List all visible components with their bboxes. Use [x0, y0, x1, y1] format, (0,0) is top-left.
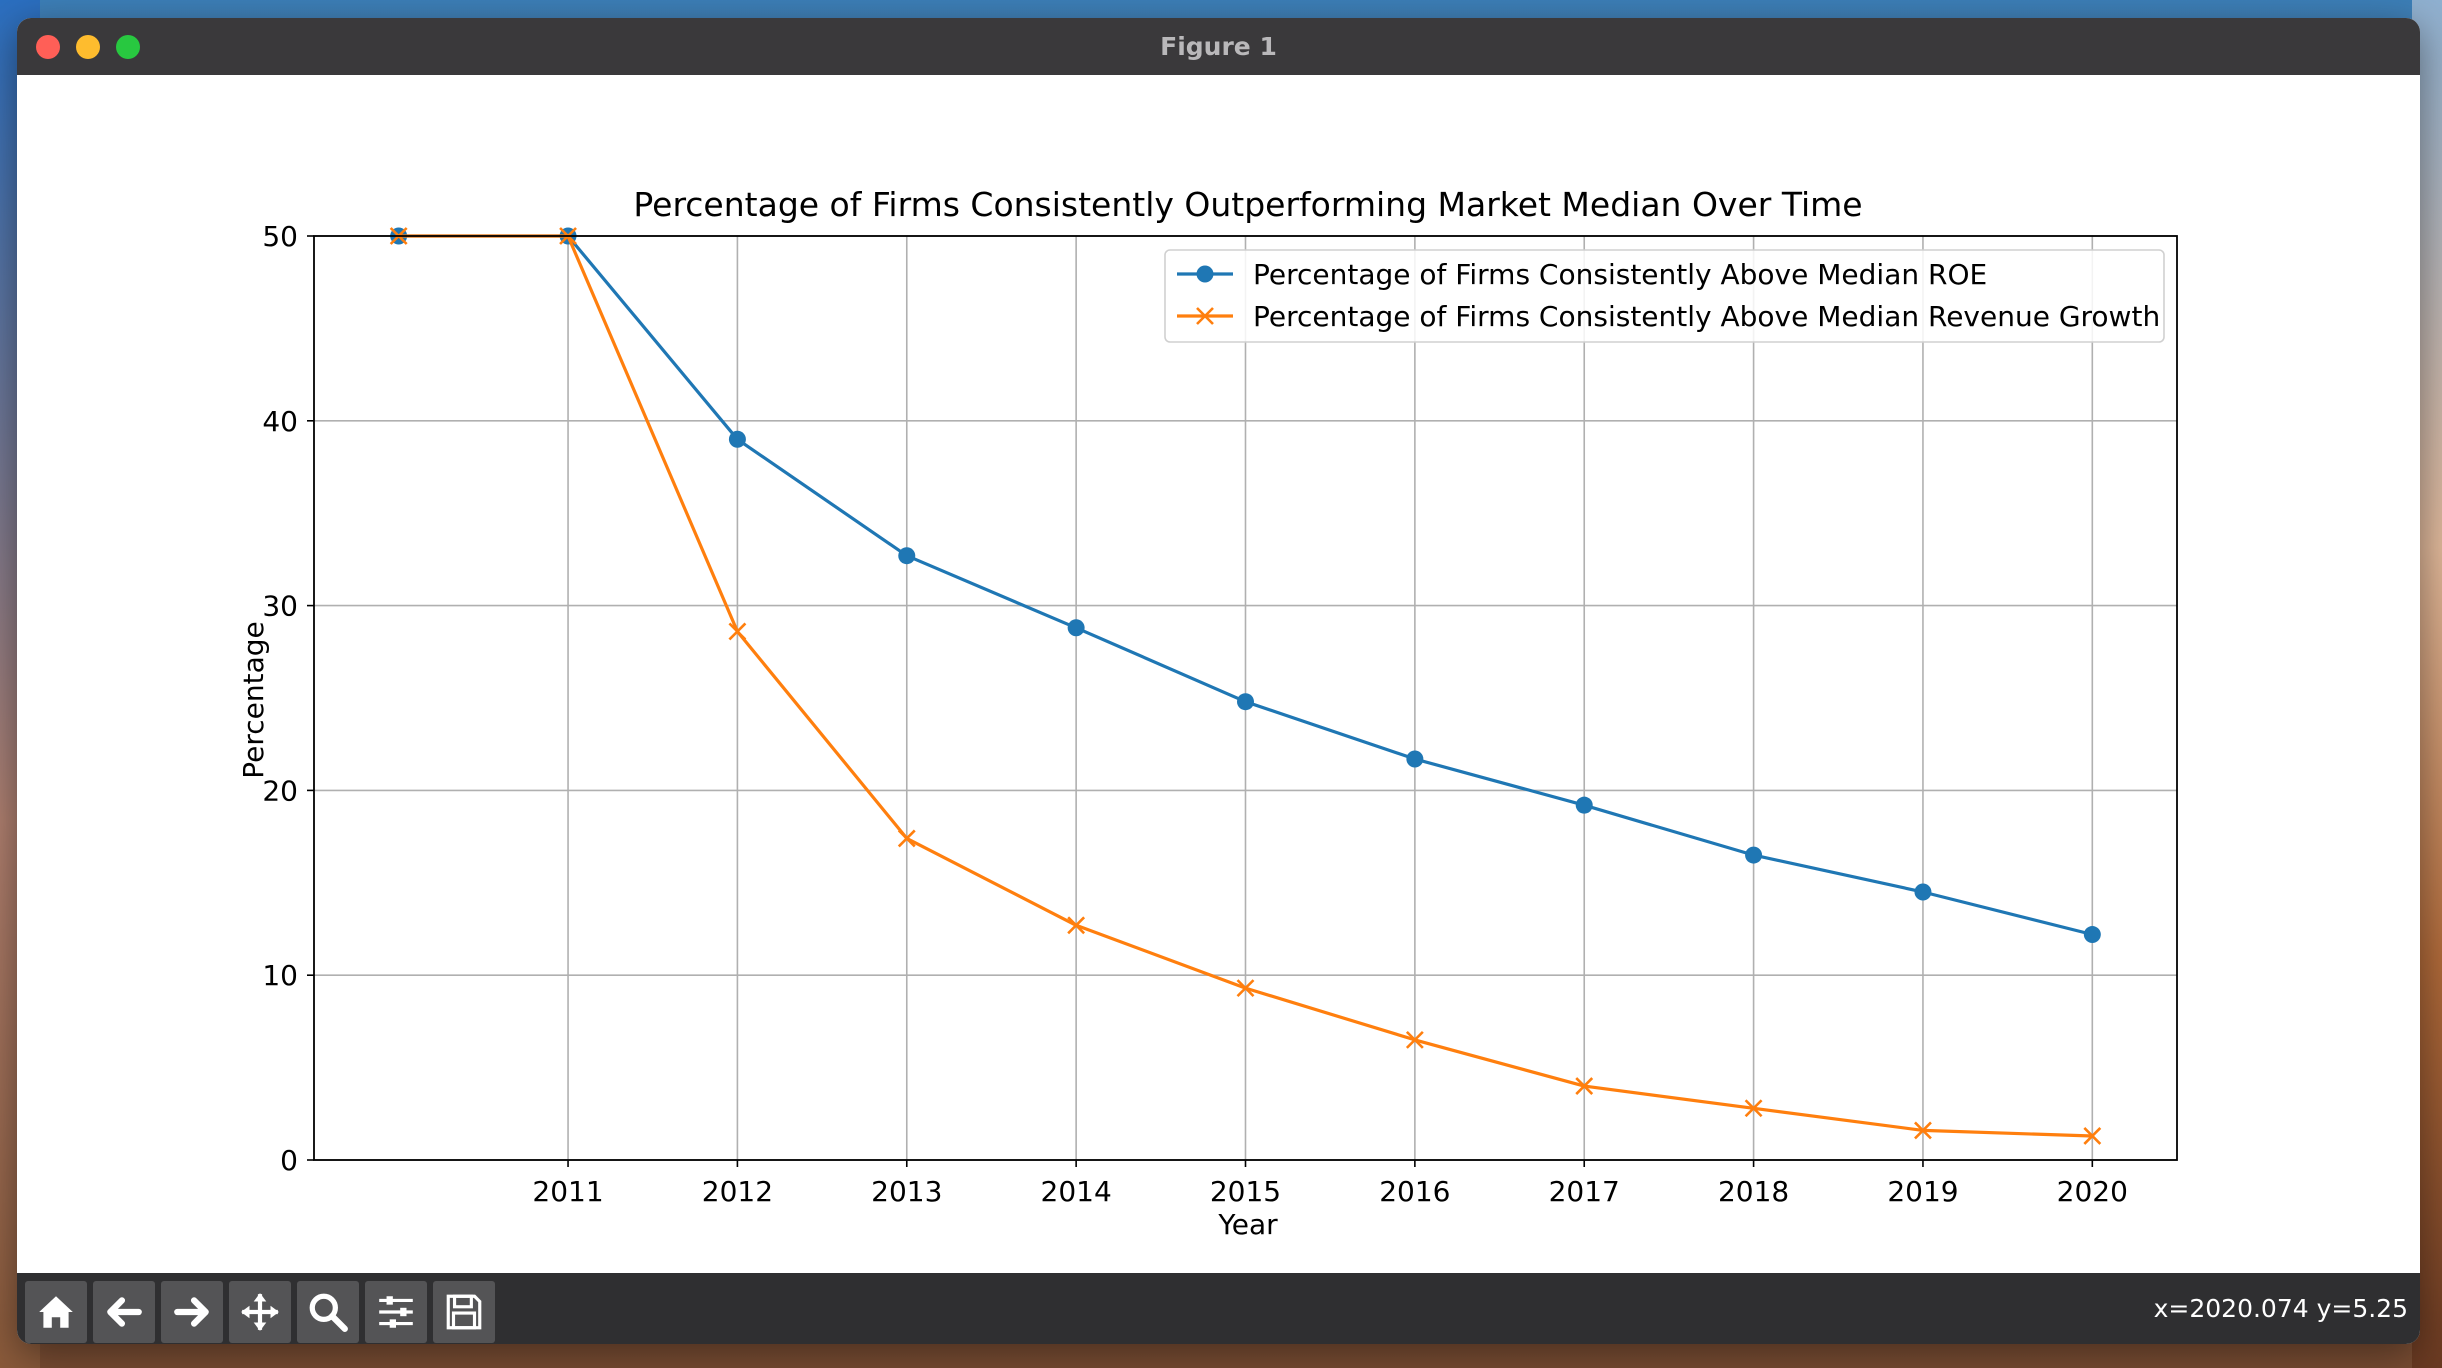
- series-1-point: [1067, 619, 1085, 637]
- series-2-point: [1744, 1099, 1763, 1118]
- move-icon: [241, 1293, 279, 1331]
- series-2-point: [2083, 1127, 2102, 1145]
- series-1-point: [1914, 883, 1932, 901]
- minimize-window-button[interactable]: [76, 35, 100, 59]
- chart-title: Percentage of Firms Consistently Outperf…: [633, 185, 1862, 224]
- y-tick-label: 50: [262, 220, 298, 253]
- x-tick-label: 2016: [1379, 1175, 1450, 1208]
- series-2-point: [1405, 1030, 1424, 1049]
- series-2-point: [1236, 979, 1255, 998]
- x-tick-label: 2014: [1041, 1175, 1112, 1208]
- y-tick-label: 40: [262, 405, 298, 438]
- series-2-point: [1914, 1121, 1932, 1140]
- magnifier-icon: [309, 1293, 348, 1332]
- y-axis-label: Percentage: [237, 621, 270, 779]
- x-tick-label: 2019: [1887, 1175, 1958, 1208]
- series-1-point: [2083, 926, 2101, 944]
- pan-button[interactable]: [229, 1281, 291, 1343]
- x-tick-label: 2020: [2057, 1175, 2128, 1208]
- title-bar[interactable]: Figure 1: [17, 18, 2420, 76]
- x-tick-label: 2015: [1210, 1175, 1281, 1208]
- x-tick-label: 2012: [702, 1175, 773, 1208]
- x-tick-label: 2011: [532, 1175, 603, 1208]
- navigation-toolbar: x=2020.074 y=5.25: [17, 1273, 2420, 1344]
- y-tick-label: 10: [262, 959, 298, 992]
- legend-label-2: Percentage of Firms Consistently Above M…: [1253, 300, 2160, 333]
- figure-window: Figure 1 Percentage of Firms Consistentl…: [17, 18, 2420, 1344]
- figure-canvas[interactable]: Percentage of Firms Consistently Outperf…: [17, 75, 2420, 1273]
- series-1-point: [1745, 846, 1763, 864]
- y-tick-label: 0: [280, 1144, 298, 1177]
- arrow-left-icon: [107, 1297, 142, 1327]
- x-tick-label: 2017: [1549, 1175, 1620, 1208]
- series-1-point: [1237, 693, 1254, 711]
- home-icon: [39, 1296, 73, 1328]
- series-2-point: [1067, 916, 1086, 935]
- close-window-button[interactable]: [36, 35, 60, 59]
- legend-marker-1: [1196, 265, 1214, 283]
- arrow-right-icon: [174, 1297, 209, 1327]
- y-tick-label: 30: [262, 590, 298, 623]
- series-2-point: [728, 622, 747, 641]
- floppy-icon: [446, 1294, 482, 1330]
- sliders-icon: [379, 1296, 413, 1328]
- home-button[interactable]: [25, 1281, 87, 1343]
- zoom-button[interactable]: [297, 1281, 359, 1343]
- series-1-point: [1575, 796, 1593, 814]
- x-tick-label: 2013: [871, 1175, 942, 1208]
- series-2-point: [1575, 1077, 1594, 1095]
- window-title: Figure 1: [1160, 32, 1277, 61]
- x-tick-label: 2018: [1718, 1175, 1789, 1208]
- configure-subplots-button[interactable]: [365, 1281, 427, 1343]
- x-axis-label: Year: [1217, 1208, 1278, 1241]
- series-1-point: [1406, 750, 1424, 768]
- legend-marker-2: [1196, 307, 1214, 325]
- back-button[interactable]: [93, 1281, 155, 1343]
- line-chart: Percentage of Firms Consistently Outperf…: [237, 185, 2178, 1241]
- series-2-point: [897, 829, 916, 848]
- axes-frame: [313, 235, 2178, 1161]
- y-tick-label: 20: [262, 774, 298, 807]
- forward-button[interactable]: [161, 1281, 223, 1343]
- series-1-point: [728, 430, 746, 448]
- series-1-point: [898, 547, 916, 565]
- cursor-coordinates: x=2020.074 y=5.25: [2153, 1294, 2408, 1323]
- maximize-window-button[interactable]: [116, 35, 140, 59]
- legend-box: [1164, 249, 2165, 343]
- save-button[interactable]: [433, 1281, 495, 1343]
- legend-label-1: Percentage of Firms Consistently Above M…: [1253, 258, 1987, 291]
